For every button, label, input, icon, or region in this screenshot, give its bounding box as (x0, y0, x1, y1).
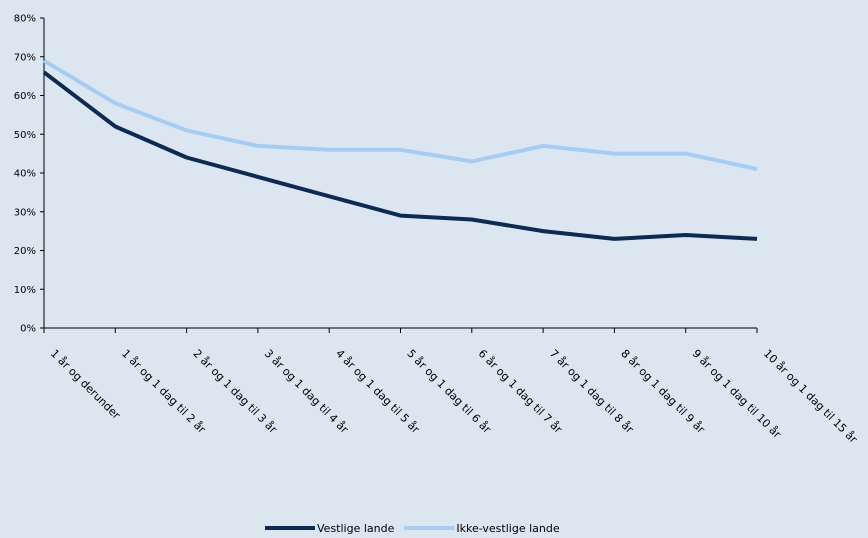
y-axis-ticks: 0% 10% 20% 30% 40% 50% 60% 70% 80% (14, 14, 44, 335)
x-category-label: 1 år og derunder (48, 347, 123, 422)
y-tick-label: 70% (14, 52, 36, 63)
series-line-1 (42, 70, 758, 241)
y-tick-label: 80% (14, 14, 36, 25)
y-tick-label: 50% (14, 130, 36, 141)
series-line-2 (42, 58, 758, 172)
chart-axes (43, 18, 757, 329)
y-tick-label: 30% (14, 207, 36, 218)
legend-label-1: Vestlige lande (317, 522, 395, 535)
y-tick-label: 20% (14, 246, 36, 257)
legend: Vestlige lande Ikke-vestlige lande (265, 522, 560, 535)
y-tick-label: 0% (20, 324, 36, 335)
y-tick-label: 60% (14, 91, 36, 102)
y-tick-label: 10% (14, 285, 36, 296)
series-lines (42, 58, 758, 241)
y-tick-label: 40% (14, 169, 36, 180)
legend-label-2: Ikke-vestlige lande (456, 522, 559, 535)
